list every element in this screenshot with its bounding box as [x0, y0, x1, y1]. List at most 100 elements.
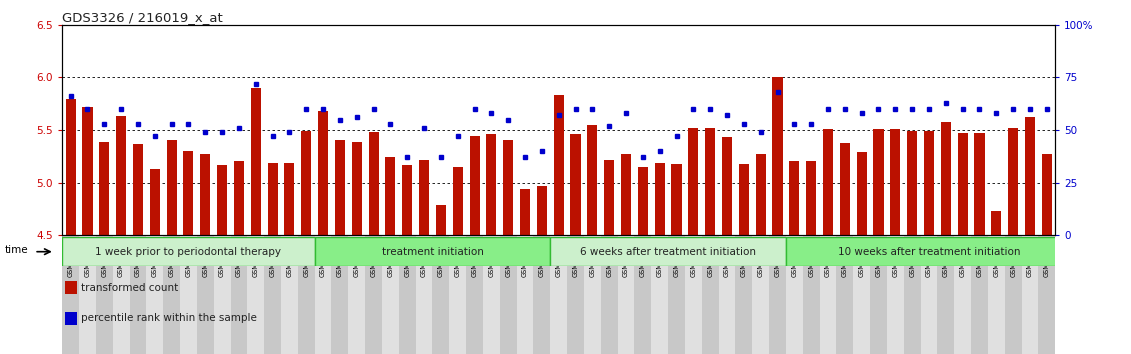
Bar — [180, 235, 197, 354]
Bar — [537, 186, 547, 235]
Bar — [517, 235, 534, 354]
Bar — [975, 133, 984, 235]
Bar — [1004, 235, 1021, 354]
Bar — [432, 235, 449, 354]
Bar — [739, 164, 749, 235]
Bar — [1025, 118, 1035, 235]
Bar — [100, 142, 110, 235]
Bar — [200, 154, 210, 235]
Bar — [435, 205, 446, 235]
Bar — [314, 237, 551, 266]
Bar — [382, 235, 399, 354]
Bar — [231, 235, 248, 354]
Bar — [416, 235, 432, 354]
Bar — [873, 129, 883, 235]
Bar — [701, 235, 718, 354]
Bar — [587, 125, 597, 235]
Bar — [769, 235, 786, 354]
Bar — [786, 235, 803, 354]
Bar — [520, 189, 530, 235]
Bar — [130, 235, 146, 354]
Bar — [348, 235, 365, 354]
Bar — [655, 163, 665, 235]
Bar — [618, 235, 634, 354]
Bar — [284, 163, 294, 235]
Bar — [786, 237, 1072, 266]
Bar — [621, 154, 631, 235]
Bar — [941, 122, 951, 235]
Bar — [837, 235, 853, 354]
Bar — [403, 165, 413, 235]
Text: GDS3326 / 216019_x_at: GDS3326 / 216019_x_at — [62, 11, 223, 24]
Bar — [79, 235, 96, 354]
Bar — [735, 235, 752, 354]
Bar — [789, 161, 800, 235]
Bar — [840, 143, 849, 235]
Bar — [554, 95, 563, 235]
Bar — [452, 167, 463, 235]
Bar — [601, 235, 618, 354]
Bar — [466, 235, 483, 354]
Bar — [449, 235, 466, 354]
Bar — [486, 134, 497, 235]
Bar — [418, 160, 429, 235]
Text: treatment initiation: treatment initiation — [381, 247, 483, 257]
Bar — [938, 235, 955, 354]
Bar — [248, 235, 265, 354]
Bar — [689, 128, 699, 235]
Bar — [483, 235, 500, 354]
Bar — [386, 158, 396, 235]
Bar — [301, 131, 311, 235]
Text: 1 week prior to periodontal therapy: 1 week prior to periodontal therapy — [95, 247, 282, 257]
Bar — [685, 235, 701, 354]
Bar — [314, 235, 331, 354]
Bar — [62, 237, 314, 266]
Bar — [890, 129, 900, 235]
Bar — [856, 152, 866, 235]
Bar — [365, 235, 382, 354]
Bar — [907, 131, 917, 235]
Bar — [955, 235, 972, 354]
Bar — [280, 235, 297, 354]
Bar — [958, 133, 968, 235]
Bar — [668, 235, 685, 354]
Bar — [331, 235, 348, 354]
Bar — [64, 281, 77, 294]
Bar — [705, 128, 715, 235]
Bar — [584, 235, 601, 354]
Bar — [904, 235, 921, 354]
Bar — [991, 211, 1001, 235]
Bar — [987, 235, 1004, 354]
Text: percentile rank within the sample: percentile rank within the sample — [81, 313, 257, 323]
Bar — [752, 235, 769, 354]
Text: time: time — [5, 245, 28, 255]
Bar — [234, 161, 244, 235]
Bar — [369, 132, 379, 235]
Bar — [318, 111, 328, 235]
Bar — [469, 136, 480, 235]
Bar — [722, 137, 732, 235]
Bar — [651, 235, 668, 354]
Text: transformed count: transformed count — [81, 282, 179, 293]
Bar — [166, 139, 176, 235]
Bar — [570, 134, 580, 235]
Bar — [634, 235, 651, 354]
Bar — [399, 235, 416, 354]
Bar — [62, 235, 79, 354]
Bar — [921, 235, 938, 354]
Text: 6 weeks after treatment initiation: 6 weeks after treatment initiation — [580, 247, 757, 257]
Bar — [146, 235, 163, 354]
Bar — [64, 312, 77, 325]
Bar — [113, 235, 130, 354]
Bar — [214, 235, 231, 354]
Bar — [1008, 128, 1018, 235]
Bar — [534, 235, 551, 354]
Bar — [756, 154, 766, 235]
Bar — [551, 235, 567, 354]
Bar — [183, 151, 193, 235]
Bar — [803, 235, 820, 354]
Bar — [718, 235, 735, 354]
Bar — [604, 160, 614, 235]
Bar — [672, 164, 682, 235]
Bar — [83, 107, 93, 235]
